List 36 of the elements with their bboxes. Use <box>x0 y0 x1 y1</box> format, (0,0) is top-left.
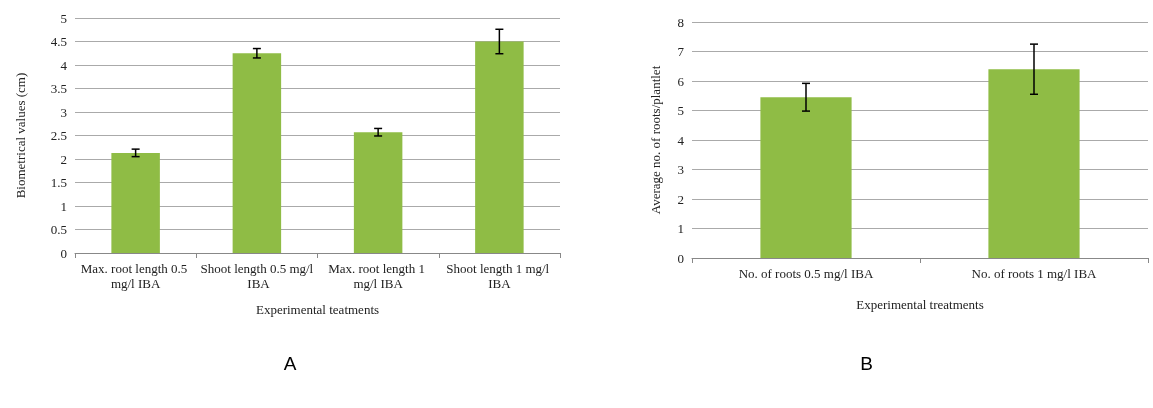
y-tick-label: 8 <box>677 14 684 30</box>
y-tick-label: 0.5 <box>50 222 67 237</box>
y-tick-label: 5 <box>677 103 684 118</box>
bar <box>111 152 160 253</box>
y-tick-label: 1 <box>60 198 67 214</box>
y-tick-label: 3 <box>60 104 67 120</box>
y-tick-label: 2 <box>60 151 67 167</box>
y-tick-label: 3 <box>677 162 684 177</box>
bar <box>232 53 282 253</box>
bar <box>475 41 524 253</box>
x-tick-label: Max. root length 1 mg/l IBA <box>328 261 429 291</box>
y-tick-label: 0 <box>677 250 684 266</box>
y-tick-label: 4 <box>677 132 685 148</box>
y-axis-title: Biometrical values (cm) <box>13 72 28 199</box>
y-tick-label: 4 <box>60 57 68 73</box>
text: B <box>860 353 873 374</box>
x-tick-label: Max. root length 0.5 mg/l IBA <box>80 261 191 291</box>
y-tick-label: 1.5 <box>50 175 67 190</box>
x-tick-label: Shoot length 0.5 mg/l IBA <box>200 261 314 291</box>
y-axis-title: Average no. of roots/plantlet <box>648 65 663 215</box>
text: A <box>283 353 297 374</box>
y-tick-label: 1 <box>677 221 684 236</box>
y-tick-label: 4.5 <box>50 34 67 49</box>
x-axis-title: Experimental treatments <box>856 297 984 312</box>
y-tick-label: 7 <box>677 44 685 59</box>
y-tick-label: 5 <box>60 10 67 26</box>
y-tick-label: 0 <box>60 245 67 261</box>
x-tick-label: Shoot length 1 mg/l IBA <box>446 261 553 291</box>
y-tick-label: 6 <box>677 73 685 89</box>
x-tick-label: No. of roots 1 mg/l IBA <box>971 266 1098 281</box>
bar <box>353 132 403 253</box>
x-axis-title: Experimental teatments <box>255 302 380 317</box>
y-tick-label: 3.5 <box>50 81 67 96</box>
y-tick-label: 2.5 <box>50 128 67 143</box>
y-tick-label: 2 <box>677 191 684 207</box>
x-tick-label: No. of roots 0.5 mg/l IBA <box>738 266 874 281</box>
